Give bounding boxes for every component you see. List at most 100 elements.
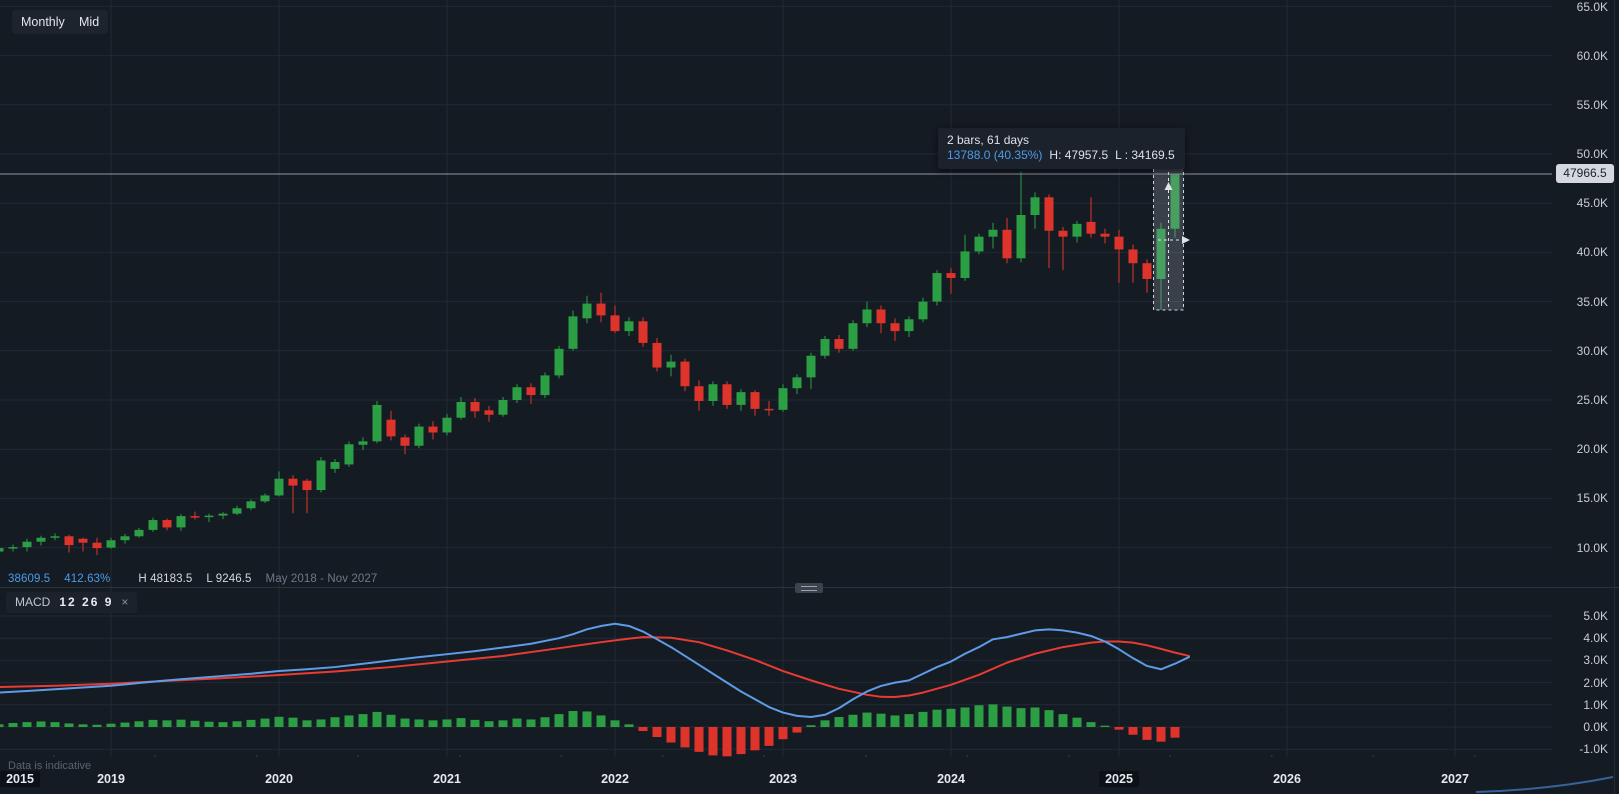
candle-body[interactable] (1086, 221, 1096, 234)
candle-body[interactable] (1002, 229, 1012, 259)
macd-histogram-bar (1114, 727, 1124, 730)
candle-body[interactable] (876, 309, 886, 324)
pane-divider-handle[interactable] (795, 583, 823, 593)
candle-body[interactable] (1100, 233, 1110, 237)
candle-body[interactable] (736, 392, 746, 405)
candle-body[interactable] (960, 251, 970, 278)
macd-histogram-bar (1156, 727, 1166, 742)
candle-body[interactable] (652, 342, 662, 368)
candle-body[interactable] (1128, 249, 1138, 264)
candle-body[interactable] (232, 508, 242, 514)
candle-body[interactable] (764, 408, 774, 411)
candle-body[interactable] (8, 547, 18, 549)
candle-body[interactable] (1156, 228, 1166, 279)
candle-body[interactable] (680, 361, 690, 387)
candle-body[interactable] (302, 480, 312, 491)
candle-body[interactable] (834, 338, 844, 349)
candle-body[interactable] (512, 387, 522, 400)
candle-body[interactable] (260, 495, 270, 502)
candle-body[interactable] (1072, 223, 1082, 237)
macd-close-icon[interactable]: × (121, 595, 129, 609)
candle-body[interactable] (722, 384, 732, 405)
candle-body[interactable] (64, 536, 74, 546)
candle-body[interactable] (498, 400, 508, 415)
x-axis-year-label: 2025 (1099, 771, 1139, 787)
candle-body[interactable] (1142, 263, 1152, 279)
candle-body[interactable] (456, 401, 466, 418)
candle-body[interactable] (162, 520, 172, 528)
candle-body[interactable] (428, 426, 438, 433)
candle-body[interactable] (330, 461, 340, 469)
candle-body[interactable] (610, 315, 620, 332)
candle-body[interactable] (904, 319, 914, 332)
candle-body[interactable] (400, 437, 410, 446)
candle-body[interactable] (0, 548, 4, 552)
current-price-label[interactable]: 47966.5 (1556, 164, 1614, 183)
candle-body[interactable] (708, 384, 718, 401)
candle-body[interactable] (1030, 197, 1040, 216)
macd-histogram-bar (176, 719, 186, 727)
price-pane[interactable] (0, 0, 1619, 587)
macd-histogram-bar (204, 721, 214, 727)
candle-body[interactable] (176, 516, 186, 528)
candle-body[interactable] (1044, 197, 1054, 231)
candle-body[interactable] (806, 355, 816, 378)
candle-body[interactable] (792, 377, 802, 389)
candle-body[interactable] (1170, 173, 1180, 229)
candle-body[interactable] (358, 441, 368, 445)
candle-body[interactable] (694, 386, 704, 401)
candle-body[interactable] (50, 536, 60, 538)
candle-body[interactable] (624, 321, 634, 332)
candle-body[interactable] (918, 301, 928, 320)
candle-body[interactable] (1058, 230, 1068, 237)
candle-body[interactable] (554, 348, 564, 376)
candle-body[interactable] (92, 542, 102, 549)
candle-body[interactable] (820, 338, 830, 356)
candle-body[interactable] (106, 540, 116, 548)
candle-body[interactable] (246, 501, 256, 509)
candle-body[interactable] (666, 361, 676, 368)
candle-body[interactable] (204, 515, 214, 518)
candle-body[interactable] (568, 316, 578, 349)
price-type-button[interactable]: Mid (70, 10, 109, 34)
timeframe-button[interactable]: Monthly (12, 10, 74, 34)
candle-body[interactable] (750, 392, 760, 409)
candle-body[interactable] (638, 321, 648, 343)
candle-body[interactable] (778, 388, 788, 410)
candle-body[interactable] (190, 516, 200, 518)
candle-body[interactable] (442, 417, 452, 433)
candle-body[interactable] (890, 323, 900, 332)
candle-body[interactable] (582, 303, 592, 319)
candle-body[interactable] (78, 538, 88, 543)
macd-pane[interactable] (0, 587, 1619, 757)
candle-body[interactable] (946, 273, 956, 278)
candle-body[interactable] (470, 401, 480, 412)
candle-body[interactable] (372, 404, 382, 442)
candle-body[interactable] (1114, 236, 1124, 250)
candle-body[interactable] (526, 387, 536, 396)
candle-body[interactable] (120, 536, 130, 541)
candle-body[interactable] (1016, 215, 1026, 259)
candle-body[interactable] (386, 419, 396, 437)
candle-body[interactable] (974, 236, 984, 252)
candle-body[interactable] (596, 303, 606, 316)
candle-body[interactable] (134, 529, 144, 537)
candle-body[interactable] (36, 537, 46, 542)
macd-histogram-bar (540, 717, 550, 727)
candle-body[interactable] (414, 426, 424, 446)
candle-body[interactable] (988, 229, 998, 237)
measurement-selection[interactable] (1153, 165, 1191, 311)
candle-body[interactable] (288, 478, 298, 486)
candle-body[interactable] (848, 323, 858, 349)
candle-body[interactable] (540, 375, 550, 396)
candle-body[interactable] (316, 460, 326, 491)
candle-body[interactable] (484, 410, 494, 415)
candle-body[interactable] (218, 513, 228, 516)
candle-body[interactable] (22, 541, 32, 548)
candle-body[interactable] (932, 273, 942, 302)
candle-body[interactable] (148, 520, 158, 530)
candle-body[interactable] (274, 478, 284, 496)
candle-body[interactable] (344, 444, 354, 465)
macd-indicator-legend[interactable]: MACD 12 26 9 × (6, 592, 138, 613)
candle-body[interactable] (862, 309, 872, 324)
